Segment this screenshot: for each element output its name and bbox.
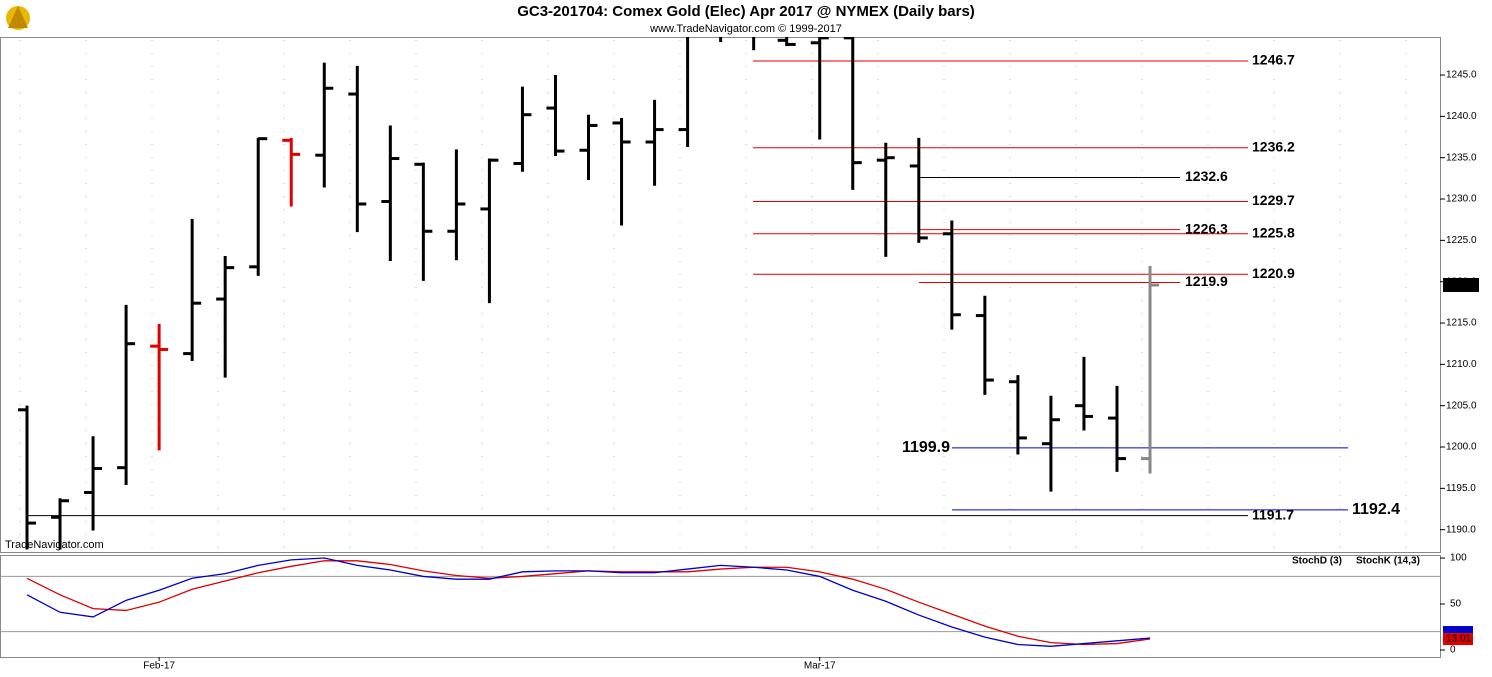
level-label: 1229.7 — [1252, 192, 1295, 208]
level-label: 1191.7 — [1252, 506, 1294, 522]
last-price: 1219.6 — [1446, 280, 1477, 291]
level-label: 1225.8 — [1252, 224, 1295, 240]
y-tick-label: 1195.0 — [1446, 483, 1476, 494]
subtitle: www.TradeNavigator.com © 1999-2017 — [649, 23, 842, 35]
level-label: 1219.9 — [1185, 273, 1228, 289]
y-tick-label: 0 — [1450, 645, 1456, 656]
last-value: 13.01 — [1446, 634, 1471, 645]
level-label: 1192.4 — [1352, 501, 1400, 518]
stoch-panel — [0, 555, 1441, 658]
level-label: 1236.2 — [1252, 138, 1295, 154]
legend-entry: StochK (14,3) — [1356, 556, 1420, 567]
watermark: TradeNavigator.com — [5, 539, 104, 551]
last-value-box — [1443, 633, 1473, 646]
price-plot — [18, 37, 1407, 550]
level-label: 1199.9 — [902, 439, 950, 456]
y-tick-label: 1200.0 — [1446, 442, 1477, 453]
y-tick-label: 1230.0 — [1446, 194, 1477, 205]
level-label: 1220.9 — [1252, 265, 1295, 281]
x-tick-label: Mar-17 — [804, 661, 836, 672]
y-tick-label: 1240.0 — [1446, 111, 1477, 122]
logo — [6, 6, 30, 30]
last-value-box — [1443, 626, 1473, 634]
level-label: 1232.6 — [1185, 168, 1228, 184]
y-tick-label: 1245.0 — [1446, 70, 1477, 81]
y-tick-label: 1215.0 — [1446, 318, 1477, 329]
y-tick-label: 1235.0 — [1446, 152, 1477, 163]
level-label: 1226.3 — [1185, 220, 1228, 236]
level-label: 1246.7 — [1252, 52, 1295, 68]
chart-title: GC3-201704: Comex Gold (Elec) Apr 2017 @… — [517, 3, 975, 20]
last-price-box — [1443, 277, 1479, 292]
y-tick-label: 100 — [1450, 553, 1467, 564]
y-tick-label: 1210.0 — [1446, 359, 1477, 370]
legend-entry: StochD (3) — [1292, 556, 1342, 567]
y-tick-label: 1205.0 — [1446, 400, 1477, 411]
stoch-line — [26, 557, 1151, 647]
x-tick-label: Feb-17 — [143, 661, 175, 672]
y-tick-label: 1190.0 — [1446, 524, 1476, 535]
y-tick-label: 1225.0 — [1446, 235, 1477, 246]
y-tick-label: 50 — [1450, 599, 1462, 610]
